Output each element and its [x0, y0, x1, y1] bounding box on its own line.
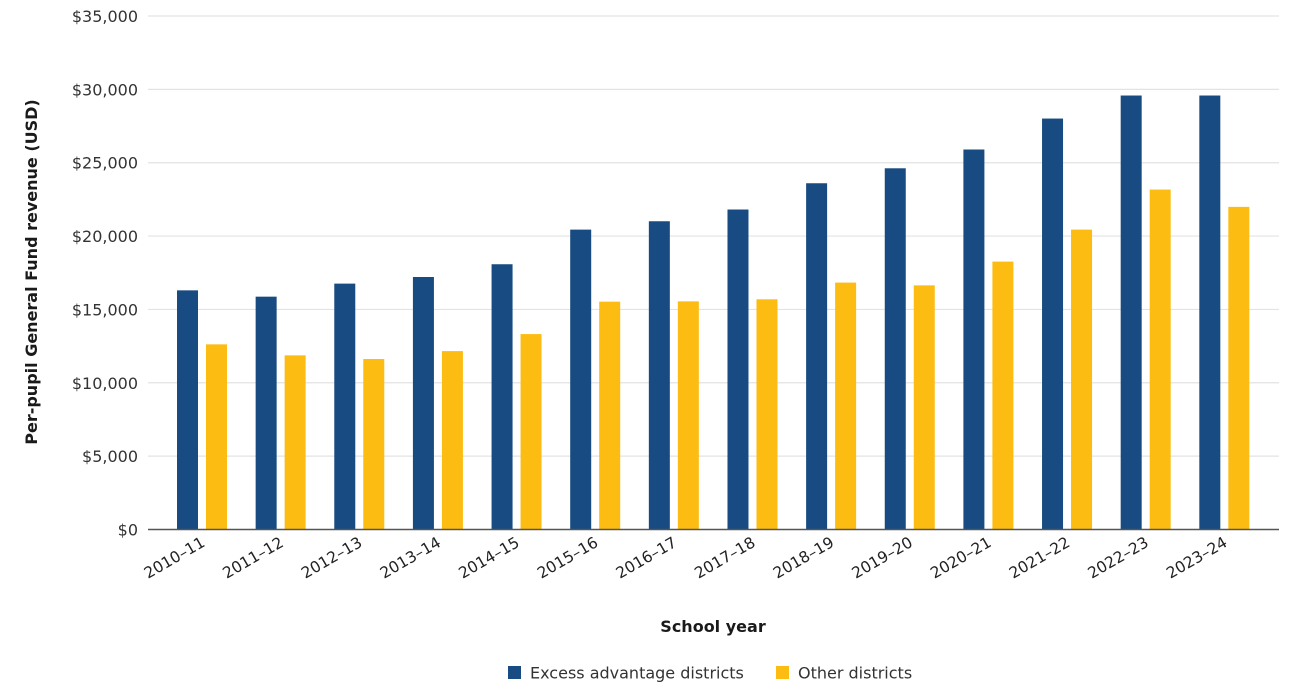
x-tick-label: 2010–11: [141, 533, 208, 582]
y-tick-label: $20,000: [72, 227, 138, 246]
bar-excess-advantage: [412, 277, 434, 530]
y-axis-title: Per-pupil General Fund revenue (USD): [22, 99, 41, 445]
x-tick-label: 2023–24: [1163, 533, 1230, 582]
y-tick-label: $25,000: [72, 154, 138, 173]
legend-swatch: [776, 666, 789, 679]
bar-other-districts: [835, 282, 857, 530]
bar-other-districts: [363, 359, 385, 530]
legend-item: Excess advantage districts: [508, 664, 744, 683]
x-tick-label: 2011–12: [220, 533, 287, 582]
bar-other-districts: [284, 355, 306, 530]
bar-excess-advantage: [884, 168, 906, 530]
x-axis-title: School year: [660, 617, 766, 636]
x-tick-label: 2016–17: [613, 533, 680, 582]
bar-other-districts: [1228, 206, 1250, 530]
y-tick-label: $15,000: [72, 300, 138, 319]
bar-other-districts: [1149, 189, 1171, 530]
bar-excess-advantage: [1199, 95, 1221, 530]
bar-other-districts: [756, 299, 778, 530]
x-tick-label: 2022–23: [1085, 533, 1152, 582]
bar-excess-advantage: [491, 264, 513, 530]
y-tick-label: $0: [118, 521, 138, 540]
legend-label: Excess advantage districts: [530, 664, 744, 683]
bars: [177, 95, 1250, 530]
x-tick-label: 2020–21: [927, 533, 994, 582]
legend-label: Other districts: [798, 664, 912, 683]
legend-item: Other districts: [776, 664, 912, 683]
y-tick-label: $35,000: [72, 7, 138, 26]
bar-other-districts: [992, 261, 1014, 530]
x-tick-label: 2019–20: [849, 533, 916, 582]
bar-other-districts: [520, 334, 542, 530]
bar-excess-advantage: [570, 229, 592, 530]
bar-excess-advantage: [1120, 95, 1142, 530]
x-tick-label: 2012–13: [298, 533, 365, 582]
bar-other-districts: [677, 301, 699, 530]
x-tick-label: 2015–16: [534, 533, 601, 582]
y-tick-label: $5,000: [82, 447, 138, 466]
bar-other-districts: [599, 301, 621, 530]
bar-other-districts: [441, 351, 463, 530]
bar-other-districts: [1071, 229, 1093, 530]
x-tick-label: 2021–22: [1006, 533, 1073, 582]
bar-excess-advantage: [1042, 118, 1064, 530]
bar-excess-advantage: [648, 221, 670, 530]
bar-excess-advantage: [806, 183, 828, 530]
bar-excess-advantage: [177, 290, 198, 530]
bar-excess-advantage: [255, 296, 277, 530]
bar-excess-advantage: [963, 149, 985, 530]
bar-excess-advantage: [727, 209, 749, 530]
x-tick-label: 2013–14: [377, 533, 444, 582]
x-tick-label: 2018–19: [770, 533, 837, 582]
x-axis-ticks: 2010–11 2011–12 2012–13 2013–14 2014–15 2015–…: [141, 533, 1230, 582]
y-tick-label: $30,000: [72, 80, 138, 99]
legend: Excess advantage districts Other district…: [508, 664, 912, 683]
y-tick-label: $10,000: [72, 374, 138, 393]
gridlines: [148, 15, 1279, 457]
x-tick-label: 2017–18: [692, 533, 759, 582]
x-tick-label: 2014–15: [456, 533, 523, 582]
y-axis-ticks: $0 $5,000 $10,000 $15,000 $20,000 $25,000 $30,…: [72, 7, 138, 540]
legend-swatch: [508, 666, 521, 679]
bar-other-districts: [913, 285, 935, 530]
bar-excess-advantage: [334, 283, 356, 530]
bar-other-districts: [206, 344, 227, 530]
